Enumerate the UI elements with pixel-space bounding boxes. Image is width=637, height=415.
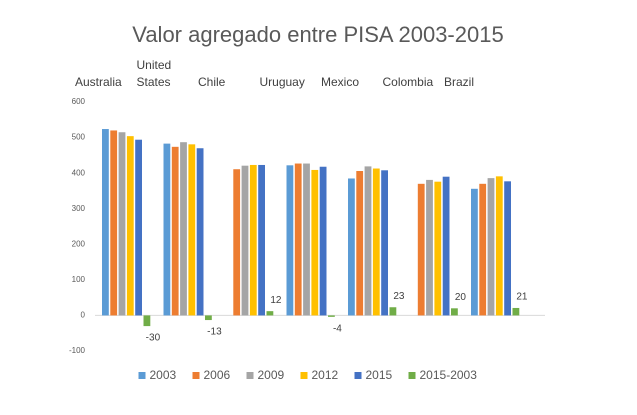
data-label: 21: [516, 292, 528, 303]
category-label: Australia: [75, 75, 122, 89]
bar: [471, 188, 478, 316]
y-tick-label: 0: [81, 311, 86, 320]
bar: [451, 308, 458, 316]
bar: [233, 169, 241, 316]
bar: [364, 166, 372, 316]
bar: [143, 315, 151, 327]
bar: [389, 307, 397, 316]
bar: [286, 165, 294, 316]
bar: [417, 183, 425, 316]
y-tick-label: -100: [69, 346, 86, 355]
data-label: 12: [270, 295, 282, 306]
category-label: Chile: [198, 75, 226, 89]
data-label: -30: [146, 333, 161, 344]
bar: [487, 178, 495, 316]
legend-label: 2012: [312, 368, 339, 382]
category-label: Brazil: [444, 75, 475, 89]
y-tick-label: 200: [72, 239, 86, 248]
legend-swatch: [354, 372, 362, 379]
legend-label: 2015-2003: [420, 368, 478, 382]
bar: [180, 142, 187, 316]
bar: [126, 136, 134, 316]
bar: [356, 171, 364, 316]
category-label: United States: [136, 58, 172, 89]
category-label: Mexico: [321, 75, 360, 89]
legend-swatch: [408, 372, 416, 379]
legend-swatch: [246, 372, 254, 379]
data-label: -13: [207, 327, 222, 338]
data-label: -4: [333, 323, 342, 334]
bar: [372, 168, 380, 316]
y-tick-label: 300: [72, 204, 86, 213]
chart-title: Valor agregado entre PISA 2003-2015: [132, 22, 503, 47]
data-label: 20: [455, 292, 467, 303]
bar: [348, 178, 355, 316]
bar: [118, 132, 126, 316]
bar: [328, 315, 335, 317]
category-label: Colombia: [382, 75, 434, 89]
bar: [196, 148, 204, 316]
bar: [102, 129, 109, 316]
bar: [205, 315, 212, 321]
bar: [266, 311, 274, 316]
bar: [319, 166, 327, 316]
y-tick-label: 600: [72, 97, 86, 106]
legend-swatch: [138, 372, 146, 379]
bar: [426, 179, 433, 316]
y-tick-label: 400: [72, 168, 86, 177]
bar: [434, 181, 442, 316]
category-label: Uruguay: [259, 75, 305, 89]
bar: [381, 170, 388, 316]
legend-label: 2006: [204, 368, 231, 382]
legend-swatch: [192, 372, 200, 379]
legend-swatch: [300, 372, 308, 379]
bar: [249, 164, 257, 316]
legend-label: 2009: [258, 368, 285, 382]
bar: [241, 165, 249, 316]
bar: [188, 144, 196, 316]
bar: [479, 183, 487, 316]
bar: [163, 143, 171, 316]
bar: [442, 176, 450, 316]
bar: [135, 139, 142, 316]
y-tick-label: 500: [72, 133, 86, 142]
legend-label: 2003: [150, 368, 177, 382]
data-label: 23: [393, 291, 405, 302]
bar: [110, 130, 118, 316]
bar: [303, 163, 310, 316]
y-tick-label: 100: [72, 275, 86, 284]
bar: [294, 163, 302, 316]
bar: [512, 307, 520, 316]
legend-label: 2015: [366, 368, 393, 382]
bar: [504, 181, 511, 316]
bar: [495, 176, 503, 316]
bar: [311, 169, 319, 316]
bar: [171, 146, 179, 316]
bar: [258, 164, 265, 316]
